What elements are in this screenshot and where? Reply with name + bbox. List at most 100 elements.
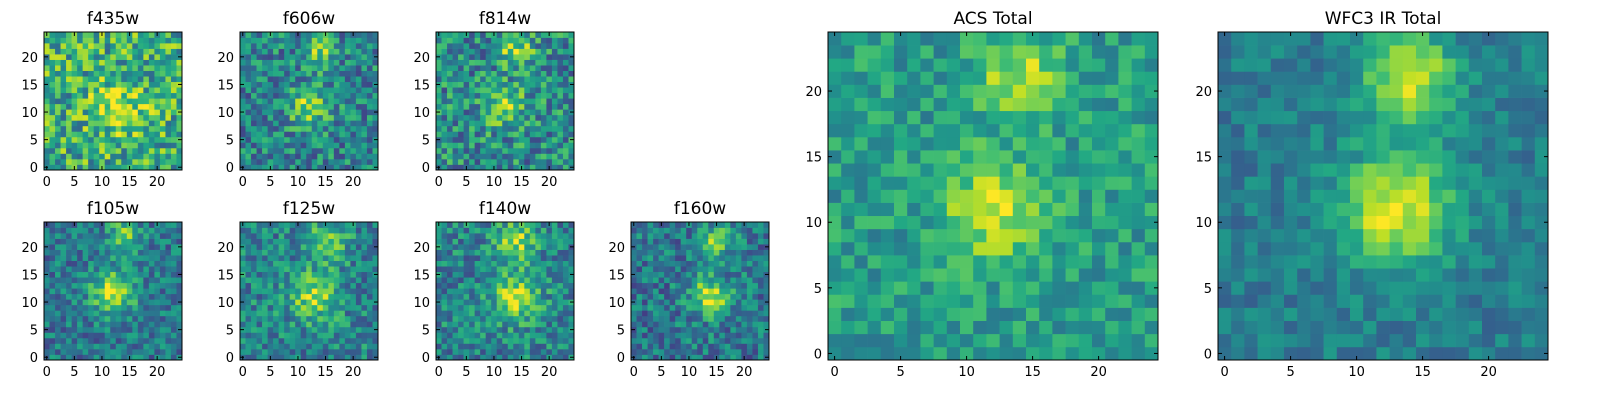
heatmap-cell (854, 268, 868, 282)
heatmap-cell (496, 249, 503, 256)
heatmap-cell (350, 277, 357, 284)
heatmap-cell (262, 54, 268, 60)
heatmap-cell (568, 158, 575, 165)
heatmap-cell (306, 48, 313, 55)
heatmap-cell (568, 48, 575, 55)
heatmap-cell (361, 332, 368, 339)
heatmap-cell (121, 288, 128, 295)
heatmap-cell (77, 164, 83, 171)
heatmap-cell (524, 354, 531, 361)
heatmap-cell (251, 332, 257, 339)
heatmap-cell (480, 260, 487, 267)
heatmap-cell (702, 233, 709, 239)
y-tick-label: 10 (413, 106, 430, 121)
x-tick-label: 10 (681, 365, 698, 380)
heatmap-cell (366, 92, 373, 99)
heatmap-cell (636, 271, 643, 278)
heatmap-cell (49, 125, 56, 132)
heatmap-cell (518, 271, 525, 278)
heatmap-cell (121, 249, 128, 256)
heatmap-cell (502, 304, 509, 311)
x-tick-label: 15 (121, 365, 138, 380)
heatmap-cell (289, 48, 296, 55)
heatmap-cell (474, 315, 481, 322)
heatmap-cell (518, 266, 525, 273)
heatmap-cell (551, 354, 558, 361)
heatmap-cell (502, 125, 509, 132)
heatmap-cell (262, 249, 268, 256)
heatmap-cell (306, 54, 313, 60)
heatmap-cell (289, 271, 296, 278)
heatmap-cell (686, 233, 693, 239)
heatmap-cell (60, 120, 67, 127)
heatmap-cell (132, 43, 139, 49)
heatmap-cell (675, 288, 682, 295)
heatmap-cell (251, 114, 257, 121)
heatmap-cell (551, 227, 558, 234)
axes-frame (239, 31, 379, 171)
heatmap-cell (273, 343, 279, 350)
heatmap-cell (322, 153, 329, 160)
heatmap-cell (631, 310, 637, 317)
heatmap-cell (719, 293, 726, 300)
heatmap-cell (317, 76, 324, 83)
heatmap-cell (441, 153, 448, 160)
heatmap-cell (894, 202, 908, 217)
heatmap-cell (763, 343, 770, 350)
heatmap-cell (170, 153, 177, 160)
heatmap-cell (1078, 163, 1093, 177)
heatmap-cell (256, 59, 263, 66)
heatmap-cell (115, 114, 122, 121)
heatmap-cell (278, 227, 285, 234)
heatmap-cell (251, 158, 257, 165)
heatmap-cell (55, 227, 61, 234)
heatmap-cell (344, 293, 351, 300)
heatmap-cell (88, 98, 95, 105)
heatmap-cell (66, 136, 72, 143)
heatmap-cell (93, 131, 100, 138)
heatmap-cell (306, 249, 313, 256)
heatmap-cell (273, 147, 279, 154)
heatmap-cell (529, 87, 536, 94)
heatmap-cell (339, 315, 346, 322)
heatmap-cell (535, 131, 542, 138)
heatmap-cell (697, 271, 704, 278)
heatmap-cell (300, 37, 307, 44)
heatmap-cell (724, 271, 731, 278)
heatmap-cell (148, 153, 155, 160)
heatmap-cell (245, 109, 252, 116)
heatmap-cell (529, 114, 536, 121)
heatmap-cell (680, 332, 687, 339)
heatmap-cell (273, 277, 279, 284)
heatmap-cell (159, 222, 166, 228)
heatmap-cell (295, 109, 302, 116)
heatmap-cell (907, 307, 921, 321)
heatmap-cell (366, 54, 373, 60)
heatmap-cell (708, 266, 715, 273)
heatmap-cell (126, 343, 133, 350)
heatmap-cell (49, 142, 56, 149)
heatmap-cell (165, 354, 172, 361)
heatmap-cell (148, 321, 155, 328)
heatmap-cell (529, 343, 536, 350)
heatmap-cell (469, 354, 475, 361)
heatmap-cell (757, 343, 764, 350)
heatmap-cell (502, 332, 509, 339)
heatmap-cell (126, 288, 133, 295)
heatmap-cell (447, 271, 453, 278)
heatmap-cell (121, 32, 128, 38)
heatmap-cell (735, 326, 742, 333)
heatmap-cell (240, 249, 246, 256)
heatmap-cell (513, 48, 520, 55)
heatmap-cell (746, 288, 753, 295)
heatmap-cell (99, 120, 106, 127)
heatmap-cell (647, 321, 654, 328)
heatmap-cell (88, 54, 95, 60)
heatmap-cell (894, 228, 908, 243)
heatmap-cell (137, 131, 144, 138)
heatmap-cell (713, 315, 720, 322)
heatmap-cell (757, 354, 764, 361)
heatmap-cell (60, 244, 67, 250)
heatmap-cell (518, 288, 525, 295)
heatmap-cell (278, 131, 285, 138)
